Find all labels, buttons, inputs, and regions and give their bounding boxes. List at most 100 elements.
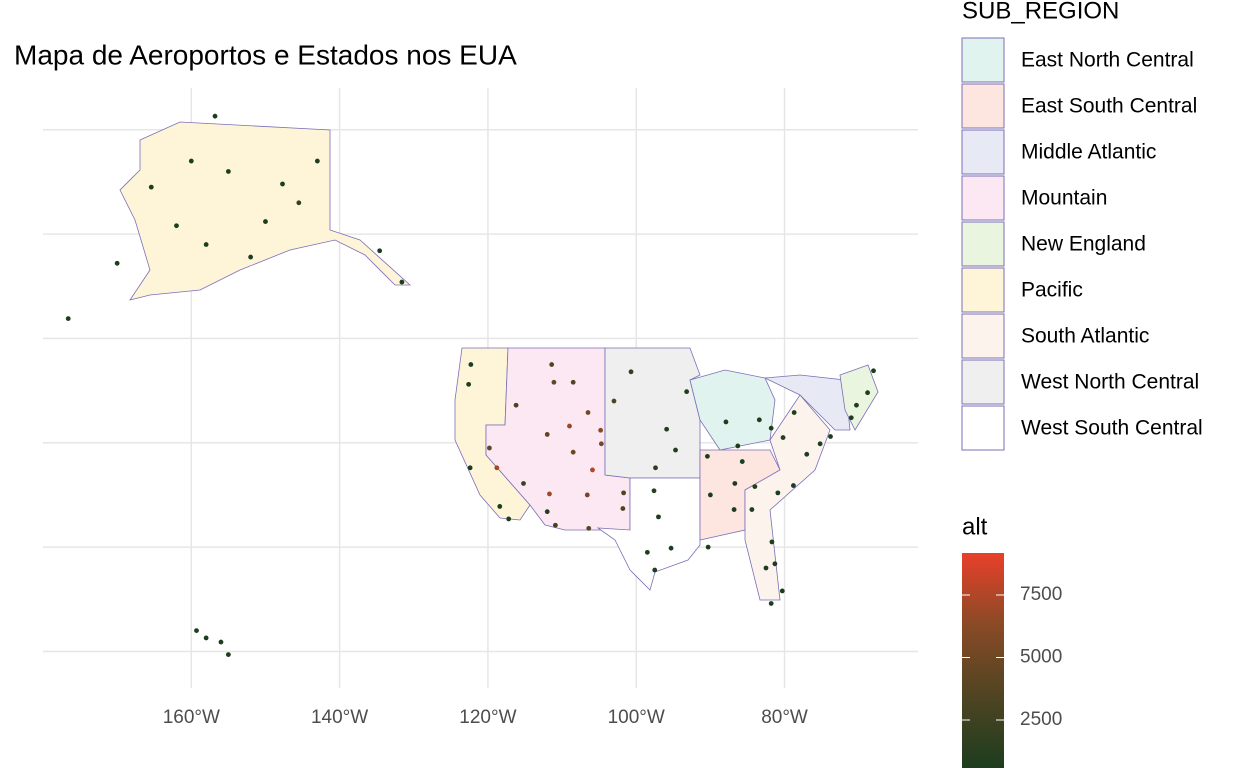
airport-point [598, 427, 604, 433]
airport-point [769, 539, 775, 545]
airport-point [705, 544, 711, 550]
x-tick-label: 80°W [761, 707, 808, 728]
airport-point [817, 441, 823, 447]
airport-point [732, 481, 738, 486]
airport-point [772, 561, 778, 567]
airport-point [567, 423, 572, 429]
legend-label: Middle Atlantic [1021, 141, 1156, 164]
airport-point [673, 447, 678, 453]
legend-swatch [961, 405, 1005, 451]
airport-point [780, 435, 786, 440]
airport-point [296, 200, 302, 206]
x-tick-label: 120°W [459, 707, 516, 728]
colorbar-title: alt [962, 513, 988, 540]
colorbar-label: 7500 [1020, 584, 1062, 605]
airport-point [791, 410, 797, 415]
legend-swatch [961, 267, 1005, 313]
airport-point [65, 316, 71, 322]
legend-label: West North Central [1021, 371, 1199, 394]
airport-point [586, 525, 592, 531]
airport-point [611, 398, 617, 404]
airport-point [248, 254, 254, 260]
airport-point [848, 415, 854, 421]
airport-point [651, 488, 657, 494]
airport-point [506, 516, 512, 522]
airport-point [468, 362, 474, 367]
airport-point [225, 652, 231, 658]
airport-point [114, 260, 120, 266]
new-england-region [839, 364, 879, 431]
airport-point [486, 445, 492, 451]
legend-swatch [961, 221, 1005, 267]
airport-point [652, 567, 658, 573]
legend-label: East South Central [1021, 95, 1197, 118]
x-tick-label: 160°W [163, 707, 220, 728]
airport-point [668, 545, 674, 551]
airport-point [749, 507, 755, 512]
airport-point [828, 434, 833, 439]
airport-point [684, 389, 690, 395]
airport-point [752, 484, 758, 490]
airport-point [707, 492, 713, 498]
airport-point [731, 507, 737, 512]
airport-point [735, 443, 741, 449]
x-tick-label: 140°W [311, 707, 368, 728]
airport-point [775, 490, 781, 496]
airport-point [705, 453, 710, 459]
legend-swatch [961, 359, 1005, 405]
airport-point [194, 628, 199, 634]
legend-swatch [961, 175, 1005, 221]
airport-point [552, 522, 558, 528]
airport-point [598, 441, 604, 447]
airport-point [314, 158, 320, 164]
legend-swatch [961, 83, 1005, 129]
airport-point [739, 459, 745, 464]
legend-swatch [961, 313, 1005, 359]
legend-label: East North Central [1021, 49, 1194, 72]
airport-point [280, 181, 285, 187]
airport-point [871, 368, 876, 374]
x-tick-label: 100°W [608, 707, 665, 728]
airport-point [148, 184, 154, 190]
legend-label: Pacific [1021, 279, 1083, 302]
airport-point [544, 432, 550, 437]
legend-label: New England [1021, 233, 1146, 256]
airport-point [497, 504, 503, 509]
colorbar [962, 553, 1004, 768]
airport-point [225, 169, 231, 174]
legend-title: SUB_REGION [962, 0, 1119, 24]
airport-point [804, 451, 810, 457]
airport-point [549, 362, 555, 367]
airport-point [723, 419, 729, 425]
regions [119, 121, 879, 601]
airport-point [218, 639, 224, 645]
airport-point [263, 219, 268, 224]
airport-point [466, 381, 472, 387]
south-atlantic-region [744, 394, 831, 601]
airport-point [763, 565, 769, 571]
airport-point [628, 369, 634, 375]
airport-point [494, 465, 500, 471]
airport-point [467, 465, 473, 471]
airport-point [768, 601, 774, 606]
west-north-central-region [604, 347, 701, 479]
airport-point [203, 635, 209, 641]
airport-point [547, 491, 552, 497]
airport-point [544, 509, 550, 515]
airport-point [212, 113, 218, 119]
airport-point [585, 410, 591, 415]
airport-point [590, 467, 595, 473]
airport-point [551, 379, 557, 385]
colorbar-label: 2500 [1020, 709, 1062, 730]
legend-swatch [961, 37, 1005, 83]
airport-point [644, 549, 650, 555]
airport-point [570, 449, 576, 455]
legend-swatch [961, 129, 1005, 175]
airport-point [854, 402, 859, 408]
airport-point [584, 492, 590, 498]
airport-point [756, 417, 762, 423]
airport-point [620, 506, 626, 511]
airport-point [174, 223, 179, 229]
airport-point [768, 425, 774, 431]
